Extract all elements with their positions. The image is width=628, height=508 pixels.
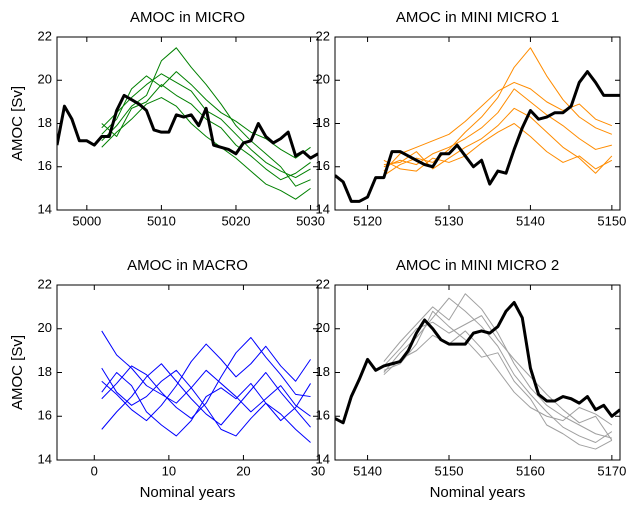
x-tick-label: 5160 (516, 463, 545, 478)
axes-frame (334, 284, 621, 461)
series-group (335, 47, 620, 203)
series-line (101, 367, 311, 443)
series-line (383, 297, 613, 443)
series-line (101, 330, 311, 417)
series-line (101, 84, 311, 181)
y-tick-label: 18 (316, 364, 330, 379)
y-tick-label: 16 (38, 158, 52, 173)
y-tick-label: 18 (316, 115, 330, 130)
x-tick-label: 30 (311, 463, 325, 478)
x-tick-label: 5010 (147, 213, 176, 228)
series-line (101, 97, 311, 200)
series-line (383, 310, 613, 450)
series-line (383, 47, 613, 176)
series-line (383, 315, 613, 441)
series-group (101, 330, 311, 443)
y-tick-label: 22 (316, 276, 330, 291)
series-line (335, 301, 620, 425)
x-tick-label: 5140 (353, 463, 382, 478)
panel-title: AMOC in MINI MICRO 2 (396, 257, 559, 274)
panel: 14 16 18 20 22 5140 5150 5160 5170 AMOC in MINI M… (316, 257, 627, 501)
x-axis-label: Nominal years (430, 484, 526, 501)
y-tick-label: 16 (316, 158, 330, 173)
x-tick-label: 20 (236, 463, 250, 478)
x-tick-label: 5130 (435, 213, 464, 228)
panel-title: AMOC in MINI MICRO 1 (396, 9, 559, 26)
y-tick-label: 18 (38, 115, 52, 130)
series-line (383, 330, 613, 426)
x-tick-label: 5030 (296, 213, 325, 228)
y-tick-label: 20 (38, 72, 52, 87)
series-line (101, 372, 311, 437)
y-tick-label: 20 (316, 72, 330, 87)
y-tick-label: 16 (316, 408, 330, 423)
y-tick-label: 22 (38, 28, 52, 43)
series-line (383, 293, 612, 439)
y-tick-label: 14 (316, 201, 330, 216)
y-tick-label: 22 (316, 28, 330, 43)
series-line (101, 363, 311, 430)
y-tick-label: 14 (316, 451, 330, 466)
x-axis-label: Nominal years (140, 484, 236, 501)
x-tick-label: 5120 (353, 213, 382, 228)
series-line (383, 107, 613, 174)
panel-title: AMOC in MACRO (127, 257, 248, 274)
y-tick-label: 22 (38, 276, 52, 291)
series-line (383, 88, 612, 168)
x-tick-label: 10 (162, 463, 176, 478)
panel-title: AMOC in MICRO (130, 9, 245, 26)
axes-frame (334, 36, 621, 211)
series-line (383, 123, 613, 172)
x-tick-label: 5020 (222, 213, 251, 228)
x-tick-label: 5170 (597, 463, 626, 478)
x-tick-label: 5000 (72, 213, 101, 228)
series-line (101, 73, 311, 179)
series-group (335, 293, 620, 450)
series-group (57, 47, 318, 200)
panel: 14 16 18 20 22 5000 5010 5020 5030 AMOC in MICRO A… (9, 9, 325, 228)
series-line (101, 337, 311, 419)
series-line (57, 93, 318, 160)
y-axis-label: AMOC [Sv] (9, 86, 26, 161)
y-tick-label: 20 (316, 320, 330, 335)
series-line (101, 343, 311, 422)
x-tick-label: 0 (91, 463, 98, 478)
y-tick-label: 20 (38, 320, 52, 335)
y-axis-label: AMOC [Sv] (9, 335, 26, 410)
panel: 14 16 18 20 22 5120 5130 5140 5150 AMOC in MINI M… (316, 9, 627, 228)
x-tick-label: 5140 (516, 213, 545, 228)
series-line (101, 71, 311, 159)
y-tick-label: 14 (38, 451, 52, 466)
y-tick-label: 14 (38, 201, 52, 216)
series-line (335, 70, 620, 203)
series-line (383, 81, 613, 172)
x-tick-label: 5150 (597, 213, 626, 228)
y-tick-label: 18 (38, 364, 52, 379)
y-tick-label: 16 (38, 408, 52, 423)
panel: 14 16 18 20 22 0 10 20 30 AMOC in MACRO AMOC [Sv] N… (9, 257, 325, 501)
x-tick-label: 5150 (435, 463, 464, 478)
